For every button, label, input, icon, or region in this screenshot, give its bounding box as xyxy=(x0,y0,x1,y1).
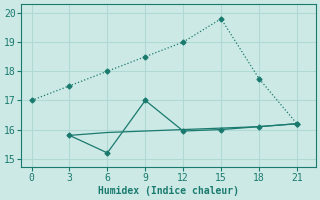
X-axis label: Humidex (Indice chaleur): Humidex (Indice chaleur) xyxy=(98,186,239,196)
